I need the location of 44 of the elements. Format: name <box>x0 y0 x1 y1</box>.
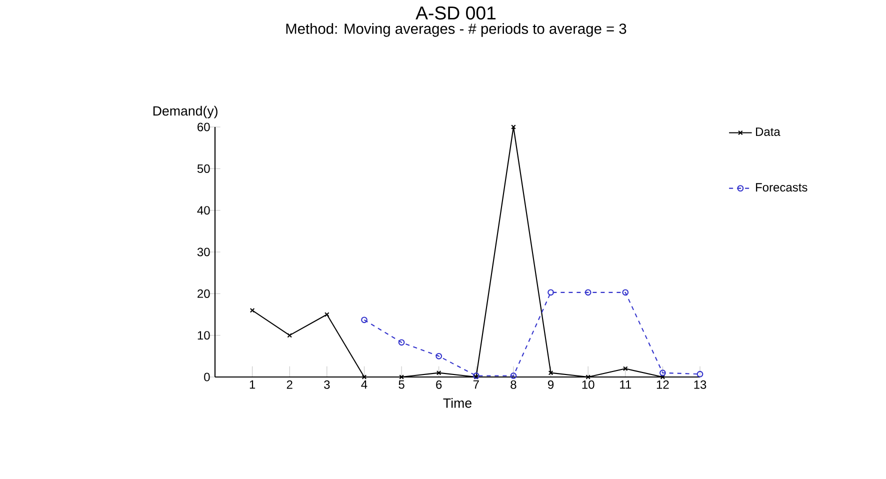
y-tick-label: 60 <box>198 122 210 132</box>
x-tick-label: 8 <box>510 380 516 389</box>
point <box>548 289 554 296</box>
x-tick-label: 4 <box>361 380 368 389</box>
x-tick-label: 1 <box>250 380 256 389</box>
legend-label: Data <box>756 128 780 136</box>
y-tick-label: 50 <box>197 164 210 173</box>
x-tick-label: 5 <box>398 380 404 389</box>
y-tick-label: 40 <box>197 206 210 215</box>
point <box>362 374 367 380</box>
x-tick-label: 13 <box>694 380 706 389</box>
chart-subtitle: Method: Moving averages - # periods to average = 3 <box>286 23 626 37</box>
y-tick-label: 0 <box>204 372 210 382</box>
x-tick-label: 3 <box>324 380 330 389</box>
x-tick-label: 2 <box>286 380 292 389</box>
x-tick-label: 11 <box>620 380 632 389</box>
x-tick-label: 12 <box>656 380 669 389</box>
y-tick-label: 10 <box>198 331 210 340</box>
point <box>510 372 517 379</box>
y-axis-title: Demand(y) <box>153 106 218 118</box>
point <box>361 316 368 324</box>
x-tick-label: 10 <box>582 380 594 389</box>
point <box>584 289 592 296</box>
point <box>622 366 628 372</box>
x-tick-label: 9 <box>548 380 554 389</box>
y-tick-label: 20 <box>198 289 210 298</box>
x-tick-label: 6 <box>436 380 442 389</box>
y-tick-label: 30 <box>197 248 210 256</box>
legend-label: Forecasts <box>756 183 808 192</box>
point <box>696 370 704 378</box>
x-tick-label: 7 <box>473 380 479 389</box>
point <box>399 374 404 380</box>
point <box>659 370 666 376</box>
point <box>548 370 554 376</box>
x-axis-title: Time <box>443 398 472 408</box>
point <box>287 332 292 338</box>
point <box>436 352 442 360</box>
point <box>586 374 590 380</box>
point <box>324 312 330 317</box>
chart-title: A-SD 001 <box>416 6 496 20</box>
point <box>511 124 516 130</box>
point <box>398 339 405 346</box>
point <box>436 370 442 376</box>
point <box>622 289 629 296</box>
